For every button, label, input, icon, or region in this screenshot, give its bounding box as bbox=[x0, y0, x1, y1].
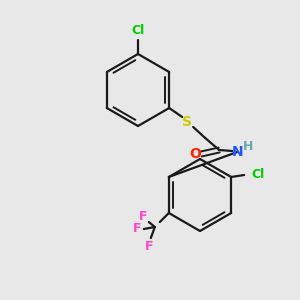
Text: F: F bbox=[139, 211, 147, 224]
Text: Cl: Cl bbox=[131, 24, 145, 37]
Text: F: F bbox=[133, 223, 141, 236]
Text: H: H bbox=[243, 140, 254, 154]
Text: F: F bbox=[145, 239, 153, 253]
Text: O: O bbox=[189, 147, 201, 161]
Text: N: N bbox=[231, 145, 243, 159]
Text: Cl: Cl bbox=[251, 169, 264, 182]
Text: S: S bbox=[182, 115, 192, 129]
